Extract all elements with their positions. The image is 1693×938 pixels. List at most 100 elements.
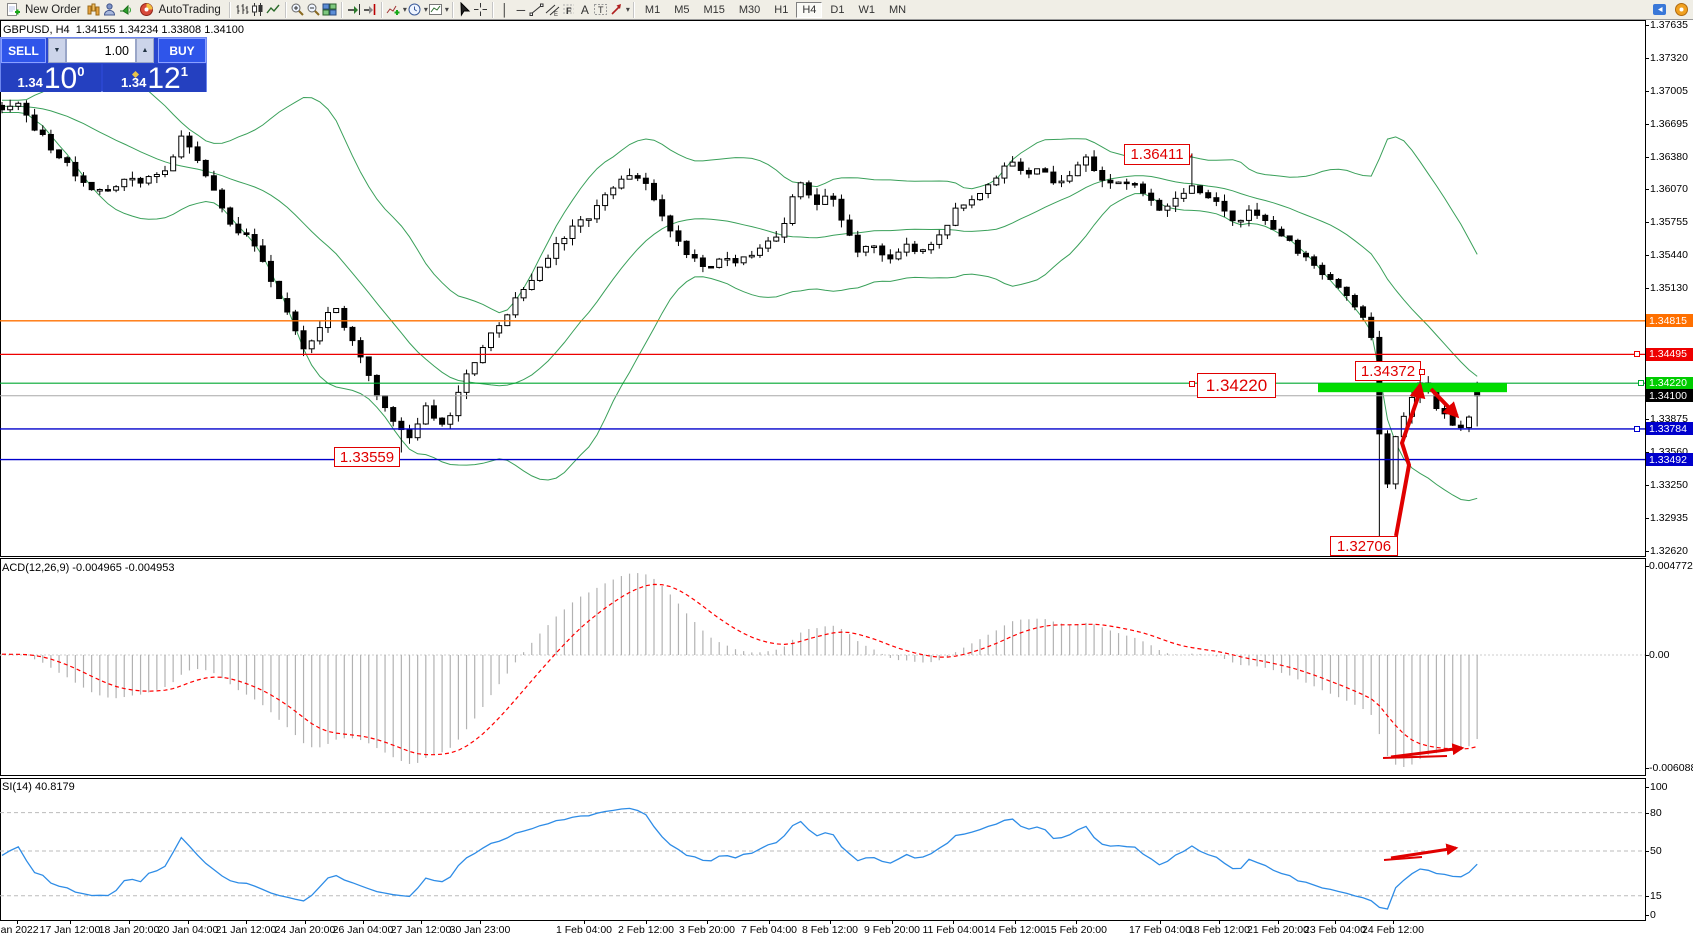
new-order-icon bbox=[5, 2, 21, 18]
vertical-line-icon[interactable]: │ bbox=[501, 2, 509, 17]
volume-input[interactable]: 1.00 bbox=[66, 38, 136, 63]
periods-caret[interactable]: ▾ bbox=[423, 5, 428, 14]
time-label: 17 Feb 04:00 bbox=[1129, 924, 1191, 936]
sell-button[interactable]: SELL bbox=[1, 38, 46, 63]
bb-upper bbox=[2, 68, 1478, 314]
rsi-arrow bbox=[1383, 856, 1423, 861]
trend-arrow bbox=[1429, 387, 1460, 419]
time-label: 8 Feb 12:00 bbox=[801, 924, 859, 936]
arrows-icon[interactable] bbox=[609, 2, 625, 18]
auto-scroll-icon[interactable] bbox=[346, 2, 362, 18]
timeframe-w1[interactable]: W1 bbox=[858, 3, 875, 16]
svg-text:E: E bbox=[554, 12, 558, 17]
candlestick-chart-icon[interactable] bbox=[250, 2, 266, 18]
new-order-label: New Order bbox=[25, 3, 81, 16]
timeframe-m1[interactable]: M1 bbox=[644, 3, 661, 16]
bid-small: 1.34 bbox=[17, 75, 43, 90]
trendline-icon[interactable] bbox=[529, 2, 545, 18]
text-label-icon[interactable]: T bbox=[593, 2, 609, 18]
one-click-trading-panel: SELL ▼ 1.00 ▲ BUY 1.34 10 0 1.34 12 1 bbox=[0, 37, 207, 95]
macd-arrow bbox=[1390, 743, 1465, 759]
ask-sup: 1 bbox=[180, 64, 188, 79]
time-label: 11 Feb 04:00 bbox=[922, 924, 984, 936]
news-icon[interactable] bbox=[118, 2, 134, 18]
bb-lower bbox=[2, 112, 1478, 502]
equidistant-channel-icon[interactable]: E bbox=[545, 2, 561, 18]
time-label: 24 Feb 12:00 bbox=[1362, 924, 1424, 936]
crosshair-icon[interactable] bbox=[473, 2, 489, 18]
svg-text:F: F bbox=[566, 6, 572, 16]
time-label: 21 Feb 20:00 bbox=[1247, 924, 1309, 936]
autotrading-icon bbox=[139, 2, 155, 18]
ask-big: 12 bbox=[147, 62, 181, 95]
green-zone bbox=[1318, 383, 1507, 393]
charts-icon[interactable] bbox=[86, 2, 102, 18]
text-icon[interactable]: A bbox=[580, 2, 589, 17]
new-order-button[interactable]: New Order bbox=[0, 1, 86, 18]
indicators-icon[interactable] bbox=[386, 2, 402, 18]
main-chart-panel[interactable] bbox=[0, 20, 1646, 557]
cursor-icon[interactable] bbox=[457, 2, 473, 18]
time-label: 20 Jan 04:00 bbox=[157, 924, 219, 936]
macd-canvas[interactable] bbox=[0, 558, 1693, 776]
buy-button[interactable]: BUY bbox=[158, 38, 206, 63]
fibonacci-icon[interactable]: F bbox=[561, 2, 577, 18]
profile-icon[interactable] bbox=[102, 2, 118, 18]
chart-shift-icon[interactable] bbox=[362, 2, 378, 18]
time-label: 2 Feb 12:00 bbox=[617, 924, 675, 936]
candles bbox=[0, 99, 1481, 542]
bar-chart-icon[interactable] bbox=[234, 2, 250, 18]
timeframe-m15[interactable]: M15 bbox=[703, 3, 725, 16]
rsi-arrow bbox=[1390, 843, 1459, 860]
volume-decrease-button[interactable]: ▼ bbox=[48, 38, 66, 63]
time-label: 3 Feb 20:00 bbox=[678, 924, 736, 936]
autotrading-label: AutoTrading bbox=[158, 3, 221, 16]
timeframe-h1[interactable]: H1 bbox=[774, 3, 789, 16]
zoom-in-icon[interactable] bbox=[290, 2, 306, 18]
bid-price[interactable]: 1.34 10 0 bbox=[1, 64, 101, 94]
timeframe-m30[interactable]: M30 bbox=[738, 3, 761, 16]
time-label: 18 Feb 12:00 bbox=[1188, 924, 1250, 936]
periods-icon[interactable] bbox=[407, 2, 423, 18]
rsi-canvas[interactable] bbox=[0, 778, 1693, 921]
bb-middle bbox=[1, 105, 1478, 387]
timeframe-m5[interactable]: M5 bbox=[674, 3, 690, 16]
bid-sup: 0 bbox=[77, 64, 85, 79]
macd-signal-line bbox=[1, 583, 1478, 756]
time-label: 1 Feb 04:00 bbox=[555, 924, 613, 936]
templates-caret[interactable]: ▾ bbox=[444, 5, 449, 14]
indicators-caret[interactable]: ▾ bbox=[402, 5, 407, 14]
time-label: 24 Jan 20:00 bbox=[274, 924, 336, 936]
time-label: 14 Feb 12:00 bbox=[984, 924, 1046, 936]
community-icon[interactable] bbox=[1651, 2, 1667, 18]
zoom-out-icon[interactable] bbox=[306, 2, 322, 18]
main-chart-canvas[interactable] bbox=[0, 20, 1693, 557]
time-label: 18 Jan 20:00 bbox=[98, 924, 160, 936]
volume-box: ▼ 1.00 ▲ bbox=[48, 38, 154, 63]
chart-header: GBPUSD, H4 1.34155 1.34234 1.33808 1.341… bbox=[3, 24, 244, 36]
notifications-icon[interactable] bbox=[1673, 2, 1689, 18]
time-label: 9 Feb 20:00 bbox=[863, 924, 921, 936]
timeframe-h4[interactable]: H4 bbox=[796, 1, 823, 18]
ask-price[interactable]: 1.34 12 1 bbox=[103, 62, 206, 95]
timeframe-mn[interactable]: MN bbox=[888, 3, 907, 16]
time-label: 23 Feb 04:00 bbox=[1304, 924, 1366, 936]
timeframe-group: M1 M5 M15 M30 H1 H4 D1 W1 MN bbox=[638, 1, 913, 18]
timeframe-d1[interactable]: D1 bbox=[830, 3, 845, 16]
ask-small: 1.34 bbox=[121, 75, 147, 90]
arrows-caret[interactable]: ▾ bbox=[625, 5, 630, 14]
volume-increase-button[interactable]: ▲ bbox=[136, 38, 154, 63]
time-label: 21 Jan 12:00 bbox=[215, 924, 277, 936]
time-label: 17 Jan 12:00 bbox=[39, 924, 101, 936]
macd-histogram bbox=[1, 573, 1478, 767]
autotrading-button[interactable]: AutoTrading bbox=[134, 1, 226, 18]
tile-windows-icon[interactable] bbox=[322, 2, 338, 18]
main-plot bbox=[0, 68, 1645, 542]
rsi-panel[interactable] bbox=[0, 778, 1646, 921]
time-label: 26 Jan 04:00 bbox=[332, 924, 394, 936]
time-label: 30 Jan 23:00 bbox=[449, 924, 511, 936]
templates-icon[interactable] bbox=[428, 2, 444, 18]
horizontal-line-icon[interactable]: ─ bbox=[516, 2, 526, 17]
line-chart-icon[interactable] bbox=[266, 2, 282, 18]
